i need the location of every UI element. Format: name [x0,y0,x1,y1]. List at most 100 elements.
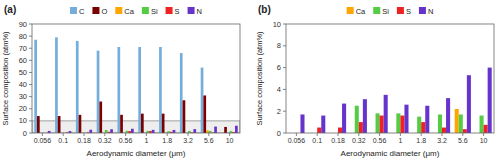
x-tick-label: 1 [398,137,402,144]
legend: COCaSiSN [70,7,202,16]
x-tick [146,133,147,136]
bar [117,47,120,133]
bar [342,104,346,133]
bar [201,68,204,133]
y-tick-label: 10 [19,116,27,125]
bar [376,113,380,133]
bar [162,114,165,133]
y-tick [29,96,32,97]
bar [138,47,141,133]
x-tick [104,133,105,136]
legend-label: Si [151,7,158,16]
bar [193,129,196,133]
x-tick-label: 3.2 [437,137,447,144]
bar [467,75,471,133]
y-tick-label: 6 [277,63,281,72]
x-tick-label: 0.1 [312,137,322,144]
legend-label: Ca [356,7,366,16]
bar [105,130,108,133]
zoom-region [32,121,240,133]
x-tick [229,133,230,136]
x-tick-label: 1.8 [416,137,426,144]
x-tick-label: 0.32 [352,137,366,144]
legend-swatch [166,7,173,14]
x-tick-label: 3.2 [183,137,193,144]
x-tick-label: 0.18 [331,137,345,144]
bar [58,116,61,133]
y-tick [283,24,286,25]
bar [79,115,82,133]
x-tick-label: 0.056 [34,137,52,144]
chart-title: (b) [258,4,271,15]
x-tick [379,133,380,136]
x-tick [63,133,64,136]
y-tick-label: 8 [277,41,281,50]
legend-label: O [101,7,107,16]
y-tick [29,84,32,85]
bar [338,128,342,133]
figure: 01020304050607080900.0560.10.180.320.561… [0,0,500,165]
x-tick [42,133,43,136]
bar [480,116,484,133]
x-tick [296,133,297,136]
bar [97,51,100,133]
x-axis-label: Aerodynamic diameter (μm) [87,149,186,158]
y-axis-label: Surface composition (atm%) [255,31,264,126]
bar [425,106,429,133]
bar [417,117,421,133]
y-tick-label: 30 [19,92,27,101]
y-tick-label: 2 [277,107,281,116]
bar [99,102,102,133]
bar [55,37,58,133]
bar [180,53,183,133]
bar [459,114,463,133]
x-tick [208,133,209,136]
y-tick-label: 0 [23,129,27,138]
bar [421,122,425,133]
plot-frame [286,24,494,133]
y-tick [29,36,32,37]
y-tick-label: 20 [19,104,27,113]
x-tick [400,133,401,136]
bar [34,40,37,133]
x-tick [462,133,463,136]
legend-swatch [188,7,195,14]
y-tick-label: 50 [19,68,27,77]
bar [355,106,359,133]
bar [396,113,400,133]
y-tick [283,133,286,134]
bar [442,128,446,133]
plot-area [300,68,491,133]
bar [446,98,450,133]
y-tick [29,72,32,73]
bar [235,126,238,133]
legend-swatch [397,7,404,14]
plot-frame [32,24,240,133]
y-tick-label: 70 [19,44,27,53]
bar [152,130,155,133]
y-tick-label: 60 [19,56,27,65]
chart: 02468100.0560.10.180.320.5611.83.25.610A… [255,4,494,158]
y-tick [283,111,286,112]
x-tick-label: 10 [226,137,234,144]
legend-label: Si [382,7,389,16]
x-tick [358,133,359,136]
legend-swatch [419,7,426,14]
bar [120,115,123,133]
plot-area [32,37,240,133]
legend-swatch [373,7,380,14]
x-tick-label: 5.6 [204,137,214,144]
x-tick [317,133,318,136]
y-tick [29,120,32,121]
bar [173,130,176,133]
x-tick-label: 1 [144,137,148,144]
bar [359,122,363,133]
bar [384,95,388,133]
y-axis-label: Surface composition (atm%) [1,31,10,126]
x-tick [338,133,339,136]
bar [363,99,367,133]
bar [321,116,325,133]
x-tick-label: 5.6 [458,137,468,144]
legend-label: N [197,7,202,16]
bar [400,116,404,133]
